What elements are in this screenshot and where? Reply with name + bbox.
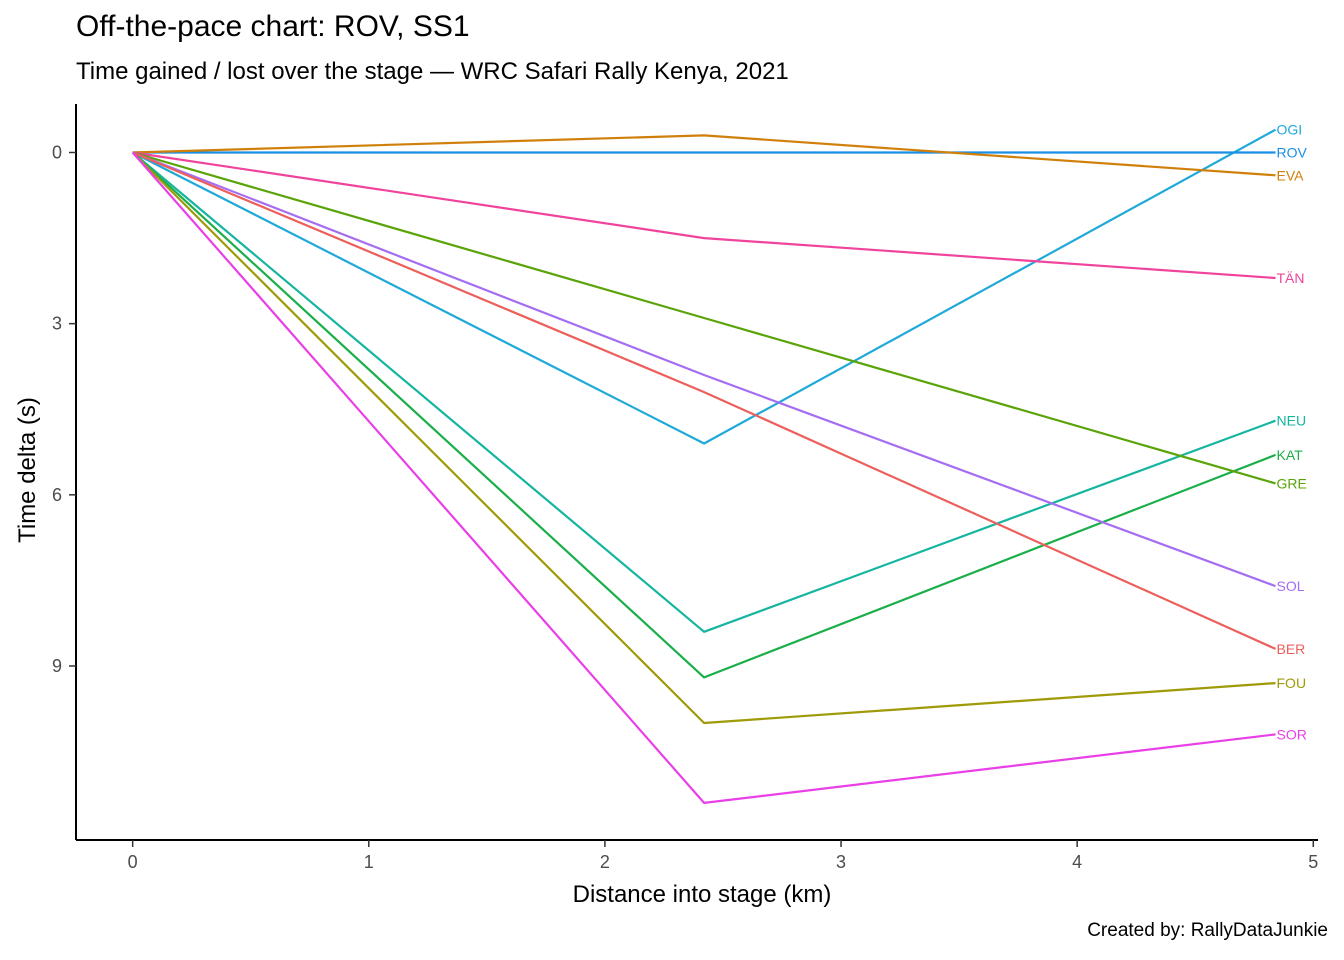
series-end-label: OGI	[1277, 122, 1303, 138]
chart-caption: Created by: RallyDataJunkie	[1087, 920, 1328, 941]
x-tick-label: 5	[1308, 852, 1318, 872]
end-label-layer: OGI ROV EVA TÄN NEU KAT GRE SOL BER FOU SOR	[1277, 122, 1308, 743]
x-tick-label: 0	[128, 852, 138, 872]
series-line-kat	[131, 151, 1276, 679]
series-end-label: KAT	[1277, 447, 1304, 463]
x-tick-label: 3	[836, 852, 846, 872]
series-end-label: GRE	[1277, 475, 1307, 491]
series-end-label: FOU	[1277, 675, 1307, 691]
x-tick-label: 1	[364, 852, 374, 872]
series-line-sol	[132, 151, 1276, 588]
series-line-sor	[131, 151, 1276, 805]
series-layer	[131, 128, 1277, 805]
axis-layer: 0 1 2 3 4 5 0 3 6 9	[52, 104, 1318, 872]
series-end-label: EVA	[1277, 167, 1305, 183]
series-line-tän	[132, 151, 1276, 280]
y-tick-label: 3	[52, 314, 62, 334]
series-line-fou	[131, 151, 1276, 725]
chart-subtitle: Time gained / lost over the stage — WRC …	[76, 58, 789, 85]
x-tick-label: 4	[1072, 852, 1082, 872]
series-end-label: NEU	[1277, 413, 1307, 429]
y-tick-label: 0	[52, 142, 62, 162]
y-tick-label: 9	[52, 656, 62, 676]
series-end-label: ROV	[1277, 145, 1308, 161]
chart-title: Off-the-pace chart: ROV, SS1	[76, 10, 470, 43]
series-line-ber	[132, 151, 1276, 650]
y-axis-title: Time delta (s)	[14, 397, 41, 543]
series-line-gre	[132, 151, 1276, 485]
series-end-label: SOR	[1277, 726, 1307, 742]
series-end-label: TÄN	[1277, 270, 1305, 286]
series-line-neu	[131, 151, 1276, 633]
series-end-label: BER	[1277, 641, 1306, 657]
series-line-eva	[132, 134, 1276, 177]
y-tick-label: 6	[52, 485, 62, 505]
x-tick-label: 2	[600, 852, 610, 872]
series-line-ogi	[132, 128, 1277, 445]
x-axis-title: Distance into stage (km)	[573, 881, 832, 908]
series-end-label: SOL	[1277, 578, 1305, 594]
